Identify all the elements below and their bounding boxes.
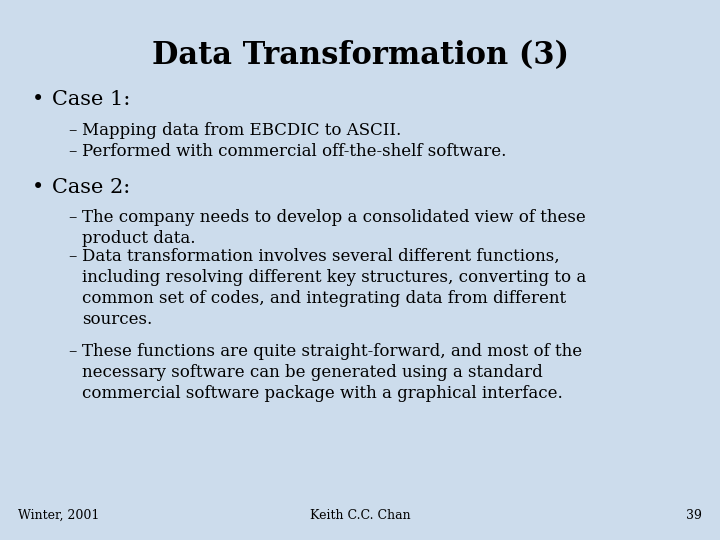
Text: –: – — [68, 122, 76, 139]
Text: Keith C.C. Chan: Keith C.C. Chan — [310, 509, 410, 522]
Text: –: – — [68, 209, 76, 226]
Text: Data transformation involves several different functions,
including resolving di: Data transformation involves several dif… — [82, 248, 586, 328]
Text: –: – — [68, 343, 76, 360]
Text: Case 1:: Case 1: — [52, 90, 130, 109]
Text: Case 2:: Case 2: — [52, 178, 130, 197]
Text: Performed with commercial off-the-shelf software.: Performed with commercial off-the-shelf … — [82, 143, 506, 160]
Text: These functions are quite straight-forward, and most of the
necessary software c: These functions are quite straight-forwa… — [82, 343, 582, 402]
Text: Winter, 2001: Winter, 2001 — [18, 509, 99, 522]
Text: Data Transformation (3): Data Transformation (3) — [151, 40, 569, 71]
Text: •: • — [32, 178, 44, 197]
Text: •: • — [32, 90, 44, 109]
Text: –: – — [68, 143, 76, 160]
Text: Mapping data from EBCDIC to ASCII.: Mapping data from EBCDIC to ASCII. — [82, 122, 401, 139]
Text: 39: 39 — [686, 509, 702, 522]
Text: –: – — [68, 248, 76, 265]
Text: The company needs to develop a consolidated view of these
product data.: The company needs to develop a consolida… — [82, 209, 586, 247]
